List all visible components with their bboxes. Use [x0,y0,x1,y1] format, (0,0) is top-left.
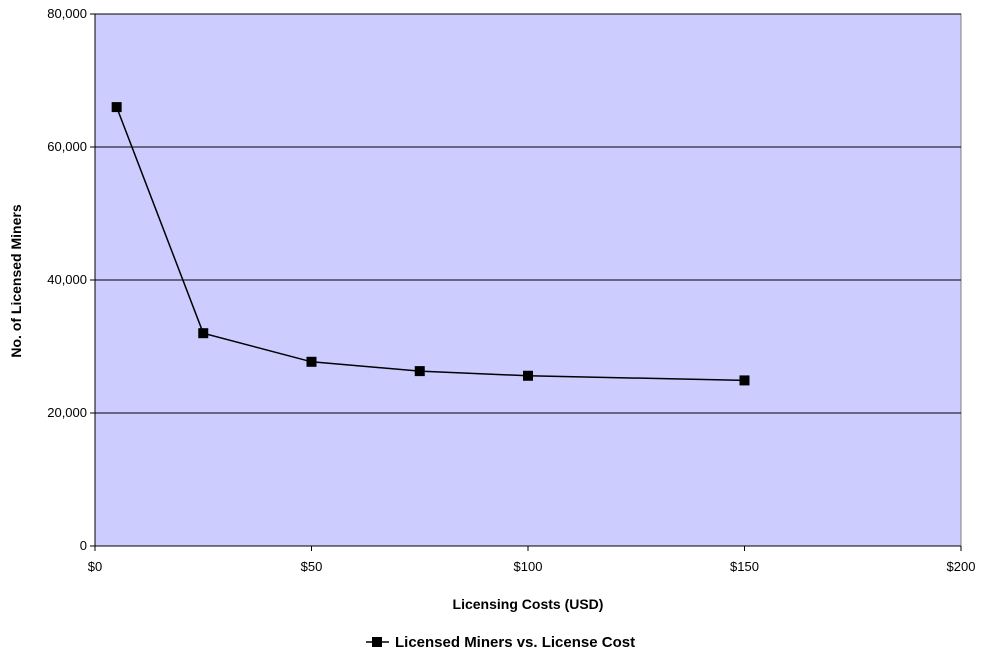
data-point-marker [414,366,425,377]
y-tick-label: 20,000 [47,405,87,420]
data-point-marker [739,375,750,386]
y-tick-label: 40,000 [47,272,87,287]
y-tick-label: 60,000 [47,139,87,154]
gridlines [95,13,961,414]
legend-entry-label: Licensed Miners vs. License Cost [395,634,635,651]
legend-marker-icon [372,637,382,647]
data-point-marker [111,102,122,113]
data-point-marker [523,370,533,381]
data-point-marker [306,356,317,367]
x-axis-title: Licensing Costs (USD) [453,596,604,612]
y-tick-label: 80,000 [47,6,87,21]
y-tick-label: 0 [80,538,87,553]
series-group [111,102,750,386]
series-line [115,106,745,382]
x-tick-label: $150 [730,559,759,574]
y-axis-title: No. of Licensed Miners [8,204,24,357]
x-tick-label: $200 [947,559,976,574]
x-tick-label: $50 [301,559,323,574]
axes [90,13,962,551]
x-tick-label: $100 [514,559,543,574]
data-point-marker [198,328,209,339]
x-tick-label: $0 [88,559,102,574]
legend: Licensed Miners vs. License Cost [366,634,635,651]
tick-labels: 0 20,000 40,000 60,000 80,000 $0 $50 $100 $150 $2… [47,6,975,574]
